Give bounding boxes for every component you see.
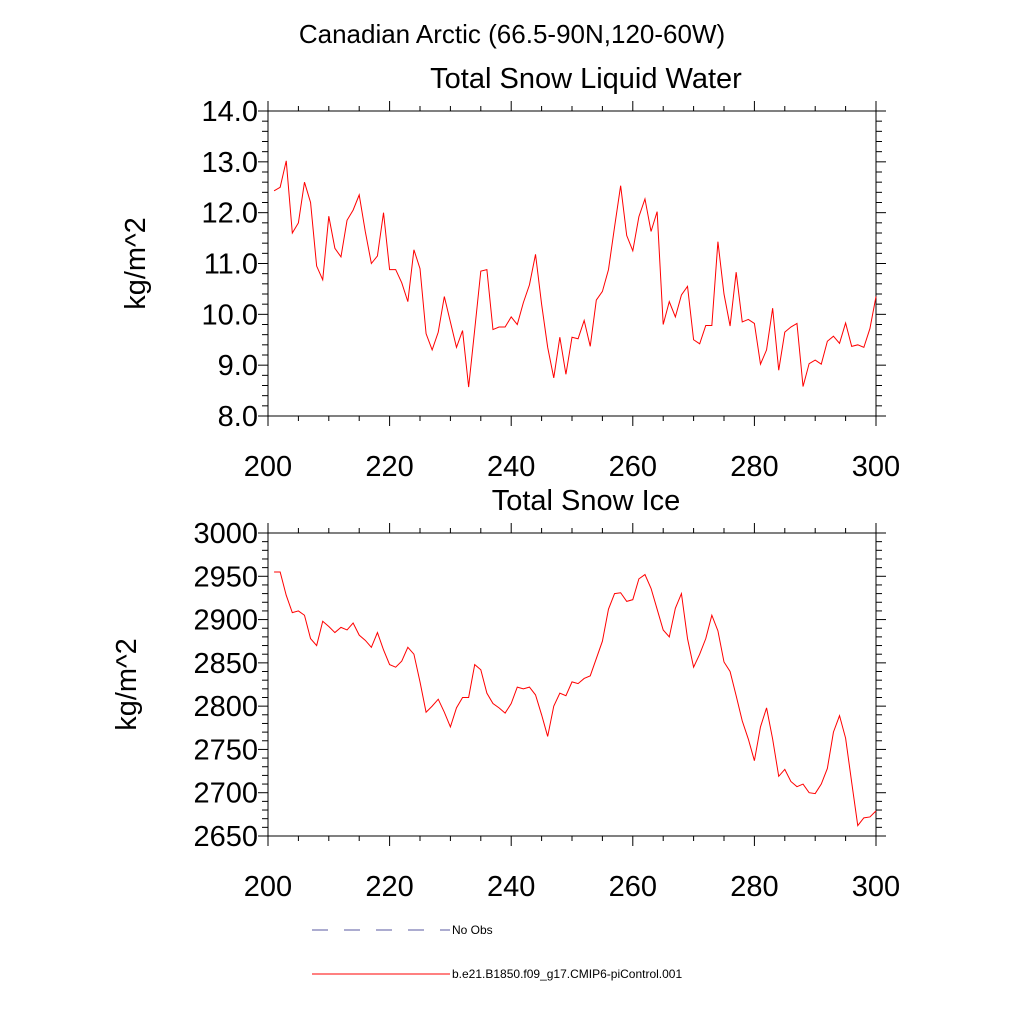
x-tick-label: 200 <box>244 451 292 483</box>
page-title: Canadian Arctic (66.5-90N,120-60W) <box>299 19 725 49</box>
x-tick-label: 240 <box>487 451 535 483</box>
x-tick-label: 260 <box>609 871 657 903</box>
y-tick-label: 13.0 <box>202 147 258 179</box>
x-tick-label: 240 <box>487 871 535 903</box>
y-tick-label: 2650 <box>193 821 258 853</box>
y-tick-label: 10.0 <box>202 299 258 331</box>
y-tick-label: 2950 <box>193 561 258 593</box>
plot-frame <box>267 110 877 417</box>
legend-label-model: b.e21.B1850.f09_g17.CMIP6-piControl.001 <box>452 967 682 981</box>
series-line-1 <box>273 160 877 388</box>
y-tick-label: 14.0 <box>202 96 258 128</box>
y-tick-label: 2750 <box>193 734 258 766</box>
chart-title: Total Snow Liquid Water <box>430 63 742 95</box>
y-tick-label: 11.0 <box>204 249 258 281</box>
y-tick-label: 12.0 <box>202 198 258 230</box>
x-tick-label: 220 <box>365 451 413 483</box>
y-tick-label: 2900 <box>193 605 258 637</box>
y-tick-label: 3000 <box>193 518 258 550</box>
legend: No Obs b.e21.B1850.f09_g17.CMIP6-piContr… <box>312 923 682 981</box>
series-line-1 <box>274 571 877 827</box>
x-tick-label: 220 <box>365 871 413 903</box>
x-tick-label: 200 <box>244 871 292 903</box>
y-axis-label: kg/m^2 <box>120 217 152 310</box>
y-axis-label: kg/m^2 <box>111 638 143 731</box>
x-tick-label: 280 <box>730 871 778 903</box>
x-tick-label: 300 <box>852 451 900 483</box>
chart-2: Total Snow Ice kg/m^2 200 220 240 260 280 300 26… <box>111 485 900 903</box>
legend-label-no-obs: No Obs <box>452 923 493 937</box>
x-tick-label: 260 <box>609 451 657 483</box>
y-tick-label: 9.0 <box>218 350 258 382</box>
y-tick-label: 2700 <box>193 778 258 810</box>
y-tick-label: 2850 <box>193 648 258 680</box>
x-tick-label: 280 <box>730 451 778 483</box>
plot-frame <box>267 532 877 837</box>
y-tick-label: 2800 <box>193 691 258 723</box>
chart-title: Total Snow Ice <box>492 485 681 517</box>
chart-1: Total Snow Liquid Water kg/m^2 200 220 240 26… <box>120 63 900 483</box>
chart-panels: Total Snow Liquid Water kg/m^2 200 220 240 26… <box>111 63 900 903</box>
x-tick-label: 300 <box>852 871 900 903</box>
y-tick-label: 8.0 <box>218 401 258 433</box>
